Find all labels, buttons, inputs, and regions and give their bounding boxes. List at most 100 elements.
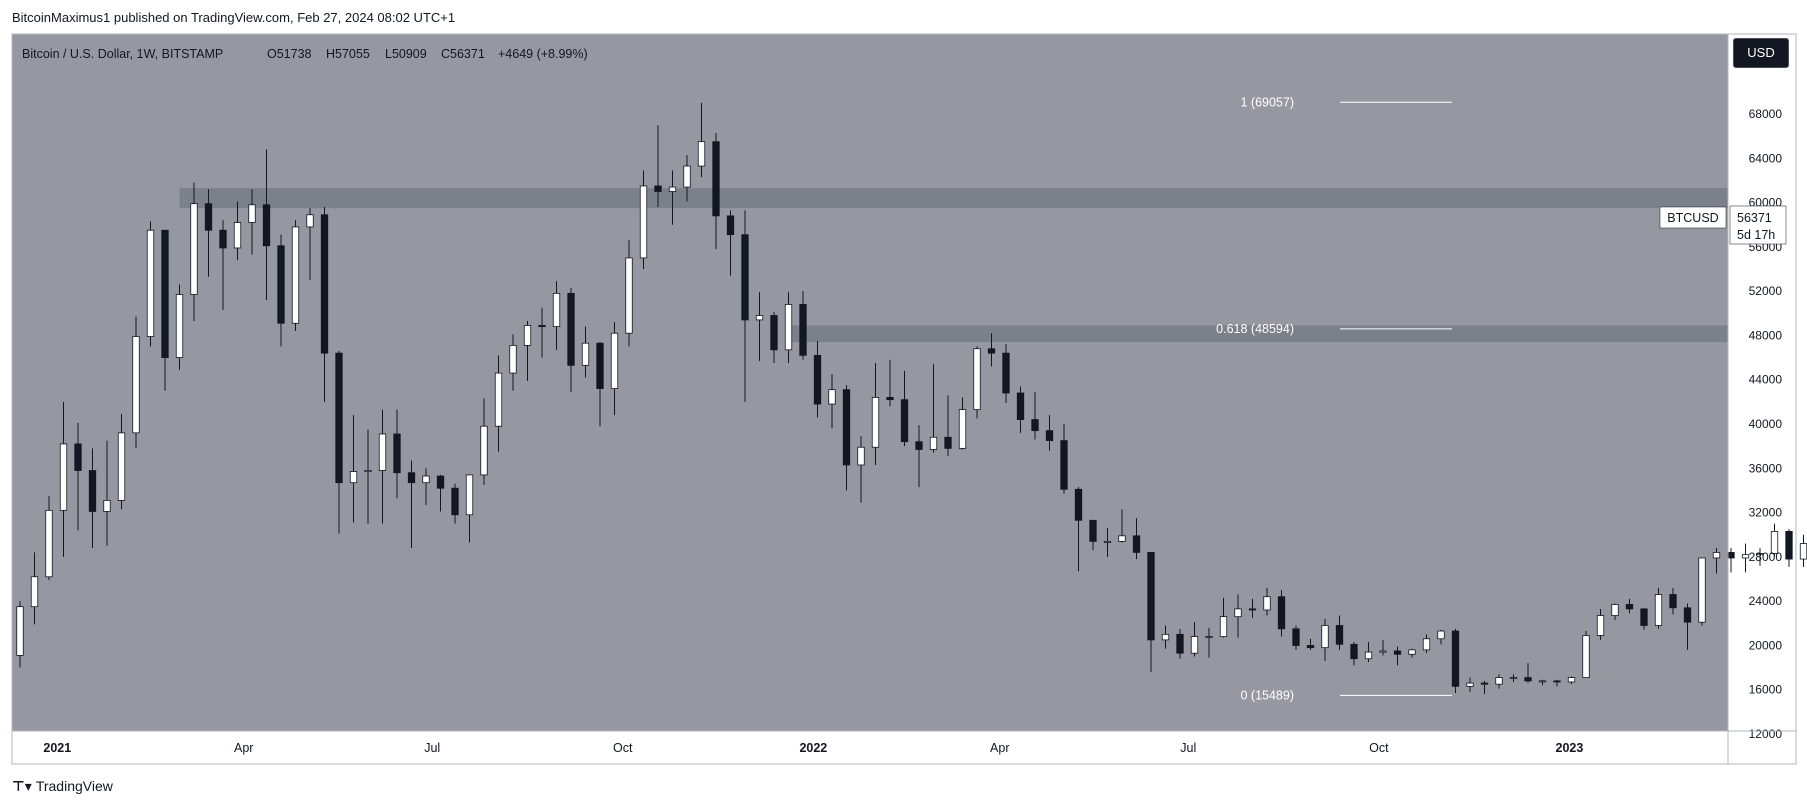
candle — [1596, 608, 1605, 640]
candle — [567, 287, 575, 392]
support-resistance-zones — [179, 188, 1728, 343]
candle-body — [1756, 553, 1764, 556]
y-tick-label: 28000 — [1749, 550, 1783, 564]
candle — [1422, 634, 1431, 654]
candle-body — [190, 203, 198, 295]
candle-body — [1379, 650, 1387, 653]
y-tick-label: 64000 — [1749, 151, 1783, 165]
candle-body — [1277, 596, 1286, 630]
candle-body — [1147, 552, 1155, 641]
candle — [987, 333, 996, 367]
candle-body — [1335, 625, 1344, 645]
zone-1 — [788, 325, 1728, 343]
candle — [929, 364, 938, 453]
candle-body — [668, 186, 677, 192]
candle — [1567, 676, 1576, 685]
candle-body — [1219, 616, 1228, 637]
candle — [1118, 509, 1126, 543]
candle — [465, 474, 474, 543]
candle-body — [1451, 630, 1460, 687]
candle-body — [175, 294, 184, 358]
candle-body — [393, 433, 401, 474]
candle-body — [204, 203, 213, 231]
candle — [436, 474, 445, 512]
candle — [1770, 523, 1779, 556]
candle — [190, 182, 198, 322]
candle — [900, 370, 909, 447]
candle-body — [494, 372, 503, 427]
candle — [103, 440, 111, 546]
y-tick-label: 44000 — [1749, 373, 1783, 387]
candle — [16, 601, 24, 668]
candle-body — [1263, 596, 1271, 611]
candle-body — [538, 325, 546, 327]
candle-body — [132, 336, 140, 434]
candle-body — [1538, 680, 1547, 683]
tradingview-icon: ⊤▾ — [12, 778, 32, 794]
candle-body — [1596, 615, 1605, 636]
candle — [1640, 607, 1648, 630]
y-tick-label: 36000 — [1749, 461, 1783, 475]
candle — [1741, 543, 1750, 573]
candle — [1466, 677, 1474, 692]
tradingview-brand: TradingView — [35, 778, 113, 794]
candle-body — [1625, 604, 1634, 610]
candle — [1480, 680, 1489, 695]
candle-body — [871, 397, 880, 448]
candle-body — [1466, 682, 1474, 687]
zone-0 — [179, 188, 1728, 209]
candle-body — [1306, 645, 1315, 649]
candle-body — [1582, 635, 1590, 678]
currency-button[interactable]: USD — [1733, 38, 1789, 68]
candle — [1785, 529, 1793, 567]
candle — [741, 210, 749, 402]
candle — [1524, 663, 1532, 684]
candle-body — [697, 141, 706, 167]
y-tick-label: 52000 — [1749, 284, 1783, 298]
candle — [654, 125, 662, 207]
candle — [132, 316, 140, 449]
candle — [1176, 628, 1184, 659]
candle-body — [1408, 649, 1416, 655]
plot-area[interactable] — [12, 34, 1728, 731]
candle-body — [1640, 608, 1648, 626]
candle-body — [1509, 677, 1518, 679]
y-tick-label: 68000 — [1749, 107, 1783, 121]
candle-body — [335, 352, 343, 484]
candle-body — [1524, 677, 1532, 682]
candle — [958, 397, 967, 450]
x-tick-label: Oct — [613, 741, 633, 755]
candle-body — [1176, 633, 1184, 654]
candle-body — [1002, 352, 1010, 394]
legend-ohlc: O51738 H57055 L50909 C56371 +4649 (+8.99… — [267, 47, 588, 61]
candle — [1611, 603, 1619, 620]
candle-body — [973, 348, 981, 411]
candle-body — [596, 342, 604, 389]
candle-body — [1190, 636, 1199, 654]
candle-body — [784, 304, 793, 351]
candle — [538, 307, 546, 358]
candle-body — [1045, 430, 1054, 442]
candle — [596, 342, 604, 427]
candle-body — [929, 436, 938, 450]
x-tick-label: Apr — [234, 741, 253, 755]
candle — [219, 220, 227, 310]
candle-body — [1727, 552, 1735, 559]
candle — [175, 284, 184, 370]
candle — [277, 234, 285, 347]
candle-body — [1074, 488, 1083, 521]
candle — [117, 414, 126, 510]
x-tick-label: 2021 — [43, 741, 71, 755]
candle-body — [523, 325, 532, 346]
candle — [1263, 587, 1271, 616]
candle-body — [1321, 625, 1329, 649]
candle-body — [103, 499, 111, 512]
candle — [30, 552, 39, 625]
candle-body — [857, 446, 865, 466]
candle-body — [1495, 677, 1503, 685]
candle-body — [436, 475, 445, 489]
candle — [45, 495, 53, 581]
candle — [480, 398, 488, 485]
candle-body — [610, 332, 619, 389]
